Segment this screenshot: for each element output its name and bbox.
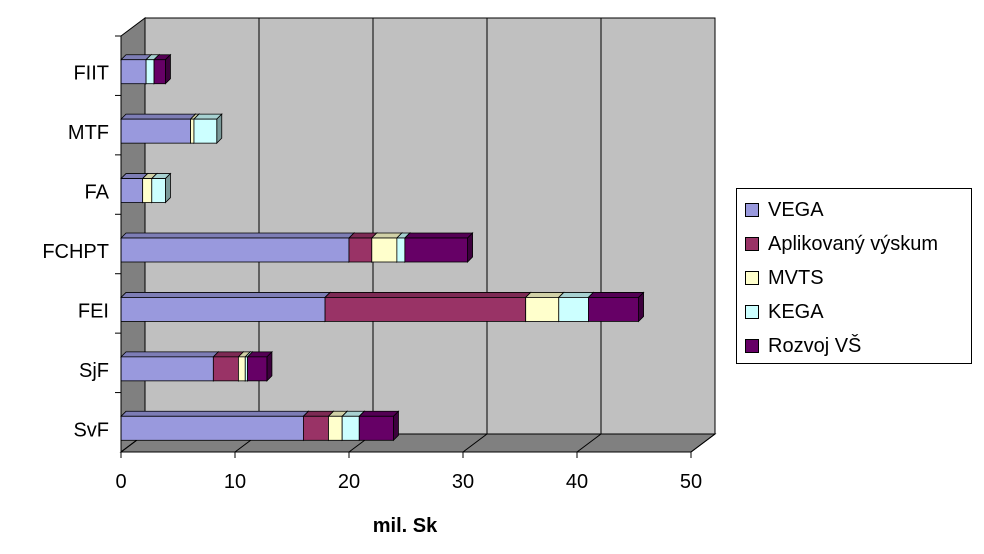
bar-front-face — [193, 118, 218, 144]
bar-front-face — [120, 415, 304, 441]
category-label: FCHPT — [42, 241, 109, 263]
bar-front-face — [324, 297, 527, 322]
bar-side-face — [467, 232, 473, 263]
bar-top-face — [524, 292, 565, 298]
bar-front-face — [153, 59, 166, 85]
x-axis-title: mil. Sk — [373, 515, 438, 537]
bar-top-face — [403, 232, 474, 239]
bar-front-face — [558, 297, 589, 322]
floor-gridline — [576, 433, 602, 453]
bar-front-face — [145, 59, 155, 85]
bar-front-face — [120, 178, 144, 203]
bar-side-face — [216, 113, 223, 145]
legend-label: MVTS — [768, 266, 824, 289]
bar-front-face — [120, 356, 214, 382]
bar-front-face — [212, 356, 239, 382]
bar-front-face — [120, 237, 350, 263]
x-tick-label: 50 — [680, 471, 702, 493]
bar-front-face — [120, 297, 326, 322]
x-tick-label: 0 — [115, 471, 126, 493]
bar-segment — [524, 291, 565, 323]
bar-side-face — [266, 350, 273, 382]
floor-gridline — [690, 433, 716, 453]
bar-front-face — [190, 118, 195, 144]
bar-segment — [192, 113, 223, 145]
legend-swatch — [745, 305, 759, 319]
x-tick-label: 40 — [566, 471, 588, 493]
x-tick-labels: 0 10 20 30 40 50 — [115, 471, 702, 493]
bar-top-face — [324, 292, 532, 298]
bar-segment — [358, 410, 400, 442]
floor-gridline — [462, 433, 488, 453]
x-tick-label: 30 — [452, 471, 474, 493]
bar-segment — [246, 350, 273, 382]
bar-segment — [150, 172, 172, 204]
x-tick-label: 20 — [338, 471, 360, 493]
bar-front-face — [328, 415, 343, 441]
legend-swatch — [745, 237, 759, 251]
axes-group — [115, 35, 692, 458]
category-label: SjF — [79, 360, 109, 382]
legend-swatch — [745, 271, 759, 285]
bar-top-face — [358, 410, 400, 417]
legend-label: KEGA — [768, 300, 824, 323]
bar-front-face — [151, 178, 166, 203]
bar-side-face — [165, 172, 171, 204]
bar-side-face — [393, 410, 399, 442]
x-tick-label: 10 — [224, 471, 246, 493]
legend-item: MVTS — [745, 265, 824, 291]
legend-label: Aplikovaný výskum — [768, 232, 939, 255]
bar-front-face — [404, 237, 468, 263]
category-label: MTF — [68, 122, 109, 144]
category-labels: FIIT MTF FA FCHPT FEI SjF SvF — [42, 63, 109, 442]
bar-front-face — [142, 178, 153, 203]
bar-top-face — [557, 292, 595, 298]
legend-item: Aplikovaný výskum — [745, 231, 938, 257]
category-label: FA — [85, 182, 110, 204]
bar-front-face — [588, 297, 639, 322]
legend-item: VEGA — [745, 197, 824, 223]
category-label: SvF — [73, 419, 109, 441]
bar-segment — [403, 232, 474, 263]
bar-top-face — [120, 113, 197, 120]
bar-side-face — [165, 53, 171, 85]
bar-top-face — [120, 232, 355, 239]
bar-segment — [587, 291, 645, 323]
bar-top-face — [587, 292, 645, 298]
legend-label: VEGA — [768, 198, 824, 221]
bar-front-face — [238, 356, 246, 382]
bar-front-face — [302, 415, 329, 441]
legend-label: Rozvoj VŠ — [768, 334, 862, 357]
bar-segment — [120, 350, 220, 382]
bar-front-face — [341, 415, 360, 441]
legend-item: Rozvoj VŠ — [745, 333, 861, 359]
category-label: FEI — [78, 300, 109, 322]
bar-front-face — [358, 415, 394, 441]
bars-group — [120, 53, 645, 442]
bar-front-face — [371, 237, 398, 263]
bar-segment — [120, 410, 310, 442]
bar-top-face — [120, 292, 332, 298]
bar-segment — [324, 291, 532, 323]
bar-top-face — [120, 351, 220, 358]
bar-front-face — [247, 356, 268, 382]
legend-item: KEGA — [745, 299, 824, 325]
bar-segment — [120, 291, 332, 323]
bar-front-face — [348, 237, 373, 263]
bar-front-face — [525, 297, 560, 322]
bar-segment — [120, 232, 355, 263]
bar-front-face — [396, 237, 406, 263]
bar-side-face — [638, 291, 644, 323]
bar-front-face — [120, 118, 191, 144]
bar-front-face — [120, 59, 147, 85]
legend-swatch — [745, 339, 759, 353]
category-label: FIIT — [73, 63, 109, 85]
legend-swatch — [745, 203, 759, 217]
bar-segment — [153, 53, 172, 85]
legend: VEGA Aplikovaný výskum MVTS KEGA Rozvoj VŠ — [736, 188, 972, 364]
bar-top-face — [120, 410, 310, 417]
bar-segment — [120, 113, 197, 145]
